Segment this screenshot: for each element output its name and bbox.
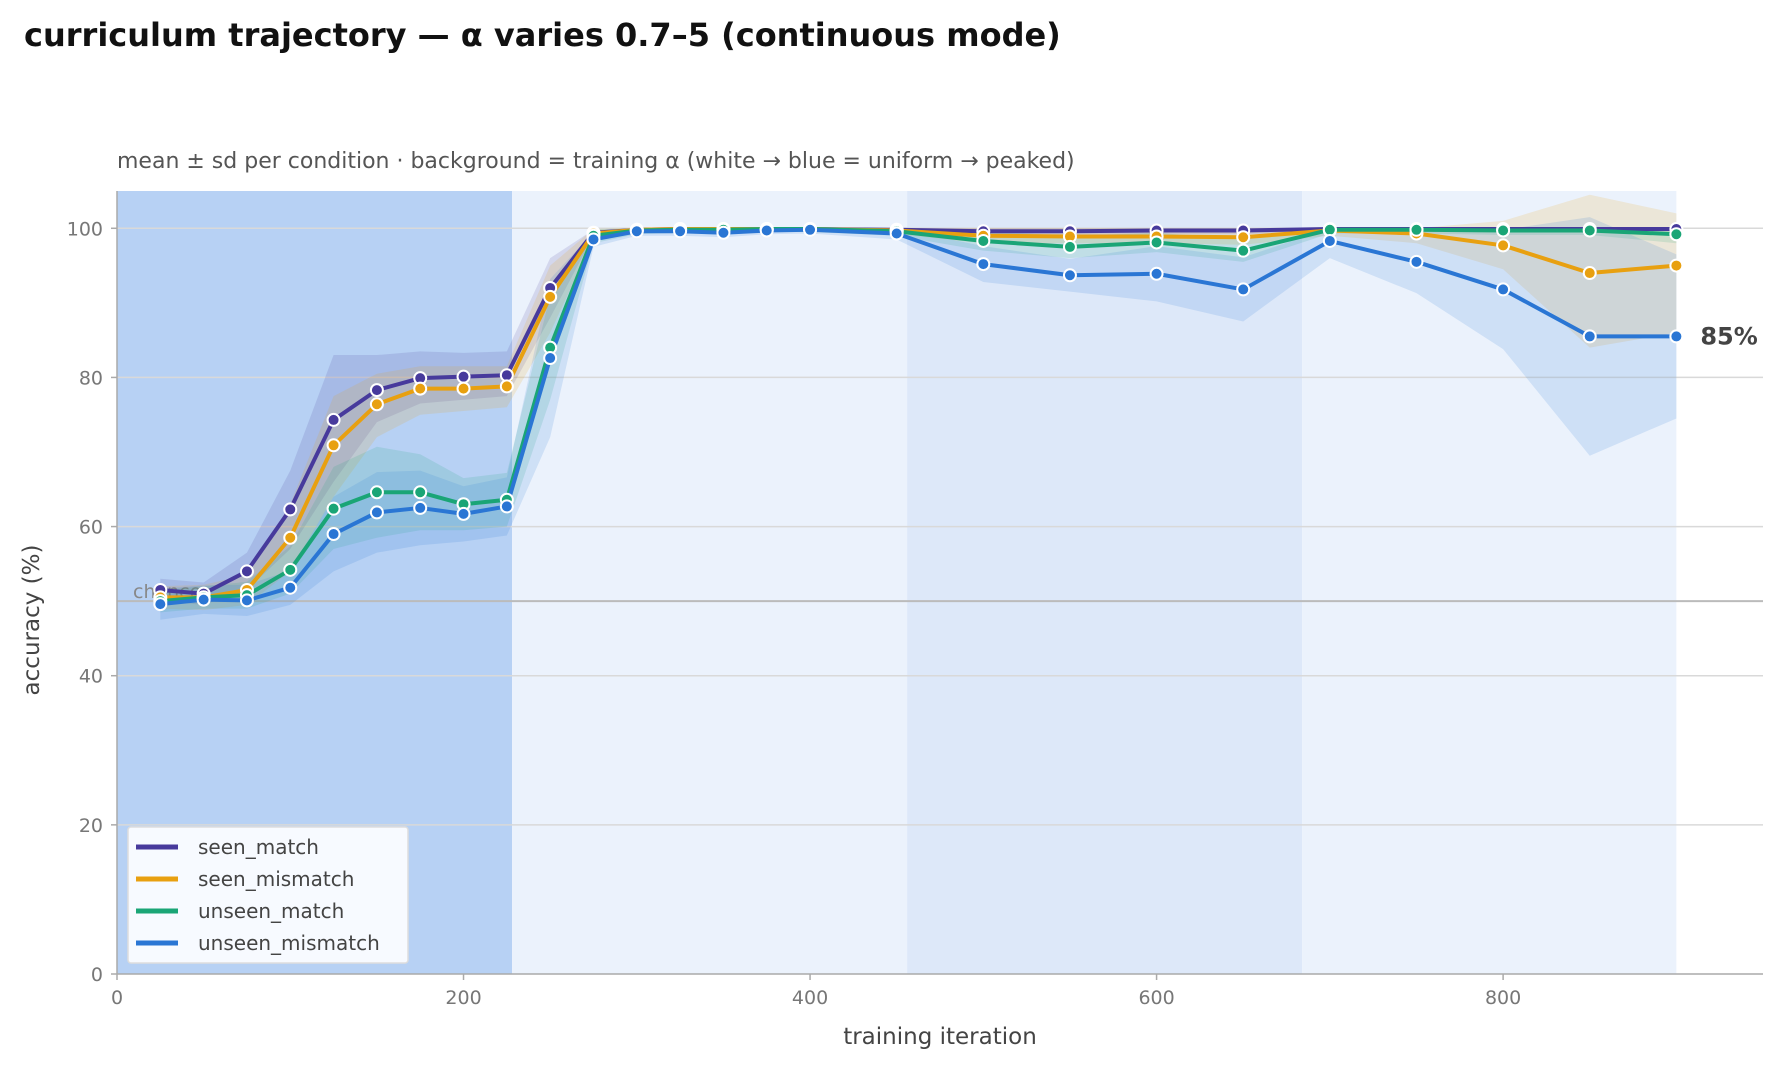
background-bands [117,191,1677,974]
x-tick-label-0: 0 [111,987,123,1009]
point-seen_mismatch-100 [283,530,298,545]
sd-band-unseen_mismatch [160,217,1677,620]
point-unseen_mismatch-300 [629,224,644,239]
point-unseen_mismatch-450 [889,226,904,241]
alpha-band-2 [907,191,1303,974]
end-label: 85% [1700,322,1757,350]
legend: seen_match seen_mismatch unseen_matchunsee… [127,826,409,964]
y-tick-label-20: 20 [79,815,103,837]
point-unseen_match-100 [283,562,298,577]
point-unseen_match-500 [976,233,991,248]
point-seen_match-75 [239,564,254,579]
alpha-band-3 [1302,191,1677,974]
legend-label-unseen_match: unseen_match [198,899,344,923]
x-tick-label-200: 200 [445,987,481,1009]
end-label-group: 85% [1700,322,1757,350]
point-unseen_match-125 [326,501,341,516]
point-unseen_match-550 [1062,239,1077,254]
legend-box [127,826,409,964]
point-unseen_mismatch-600 [1149,266,1164,281]
point-unseen_match-800 [1496,223,1511,238]
point-unseen_mismatch-750 [1409,254,1424,269]
y-tick-label-80: 80 [79,367,103,389]
chart-title: curriculum trajectory — α varies 0.7–5 (… [24,16,1061,54]
x-tick-label-800: 800 [1485,987,1521,1009]
series-lines [158,227,1679,607]
point-seen_mismatch-200 [456,381,471,396]
point-seen_match-150 [369,383,384,398]
line-unseen_match [158,227,1679,604]
point-unseen_mismatch-275 [586,232,601,247]
point-unseen_match-150 [369,485,384,500]
point-unseen_mismatch-400 [803,222,818,237]
y-tick-label-40: 40 [79,666,103,688]
point-unseen_mismatch-225 [499,499,514,514]
point-unseen_mismatch-650 [1236,282,1251,297]
point-seen_mismatch-800 [1496,238,1511,253]
point-unseen_mismatch-325 [673,224,688,239]
point-unseen_match-850 [1582,223,1597,238]
legend-label-seen_mismatch: seen_mismatch [198,867,354,891]
chart-subtitle: mean ± sd per condition · background = t… [117,149,1075,174]
point-unseen_mismatch-375 [759,223,774,238]
legend-label-seen_match: seen_match [198,835,319,859]
y-tick-label-60: 60 [79,517,103,539]
point-unseen_mismatch-800 [1496,282,1511,297]
point-unseen_mismatch-175 [413,500,428,515]
point-seen_mismatch-125 [326,438,341,453]
point-seen_mismatch-225 [499,379,514,394]
sd-band-seen_mismatch [160,194,1677,611]
point-unseen_mismatch-75 [239,593,254,608]
point-seen_mismatch-650 [1236,230,1251,245]
point-unseen_mismatch-50 [196,592,211,607]
point-seen_match-200 [456,369,471,384]
point-unseen_match-650 [1236,243,1251,258]
point-unseen_match-750 [1409,222,1424,237]
point-seen_match-100 [283,502,298,517]
alpha-band-1 [512,191,908,974]
point-unseen_mismatch-25 [153,597,168,612]
point-seen_match-125 [326,412,341,427]
point-seen_mismatch-850 [1582,266,1597,281]
x-axis-label: training iteration [843,1024,1037,1050]
gridlines [117,227,1763,826]
point-unseen_mismatch-850 [1582,329,1597,344]
y-tick-label-100: 100 [67,218,103,240]
point-unseen_mismatch-550 [1062,268,1077,283]
point-unseen_mismatch-250 [543,351,558,366]
point-unseen_mismatch-350 [716,225,731,240]
series-markers [153,222,1684,612]
x-tick-label-600: 600 [1138,987,1174,1009]
point-unseen_mismatch-150 [369,505,384,520]
y-axis-label: accuracy (%) [19,545,45,696]
point-unseen_mismatch-700 [1322,233,1337,248]
point-unseen_match-900 [1669,227,1684,242]
point-seen_mismatch-900 [1669,258,1684,273]
x-tick-label-400: 400 [792,987,828,1009]
point-seen_mismatch-150 [369,397,384,412]
legend-label-unseen_mismatch: unseen_mismatch [198,931,380,955]
point-unseen_mismatch-500 [976,257,991,272]
line-unseen_mismatch [158,227,1679,607]
axes [116,191,1763,975]
y-tick-label-0: 0 [91,964,103,986]
point-unseen_mismatch-100 [283,580,298,595]
point-unseen_mismatch-200 [456,506,471,521]
point-seen_mismatch-250 [543,289,558,304]
point-seen_mismatch-175 [413,381,428,396]
tick-labels: 0 200 400 600 800 0 20 40 60 80 100 [67,218,1522,1009]
point-unseen_mismatch-900 [1669,329,1684,344]
point-unseen_mismatch-125 [326,527,341,542]
point-unseen_match-175 [413,485,428,500]
point-unseen_match-600 [1149,235,1164,250]
